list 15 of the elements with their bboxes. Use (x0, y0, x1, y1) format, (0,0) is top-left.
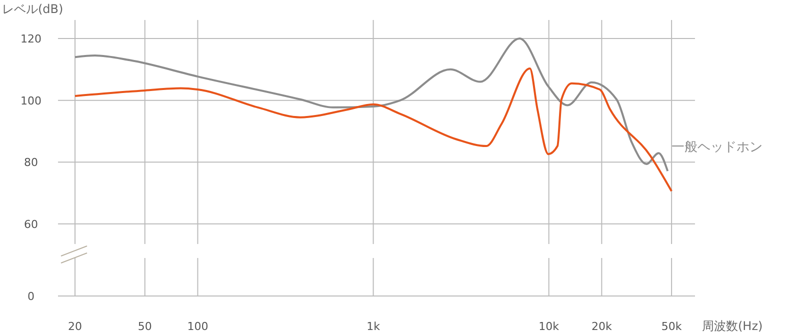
x-tick-label: 20k (592, 320, 613, 333)
text: 0 (28, 290, 34, 303)
y-tick-label: 80 (24, 156, 38, 170)
x-axis-title: 周波数(Hz) (702, 319, 763, 333)
series-label: 一般ヘッドホン (672, 140, 763, 156)
x-tick-label: 10k (538, 320, 560, 333)
x-tick-label: 50k (661, 320, 682, 333)
x-tick-label: 50 (138, 320, 152, 333)
x-tick-label: 1k (366, 320, 381, 333)
y-axis-title: レベル(dB) (2, 2, 64, 16)
y-tick-label: 120 (20, 32, 42, 46)
y-tick-label: 100 (20, 94, 42, 108)
x-tick-label: 20 (68, 320, 82, 333)
x-tick-label: 100 (187, 320, 208, 333)
y-tick-label: 60 (24, 218, 38, 231)
